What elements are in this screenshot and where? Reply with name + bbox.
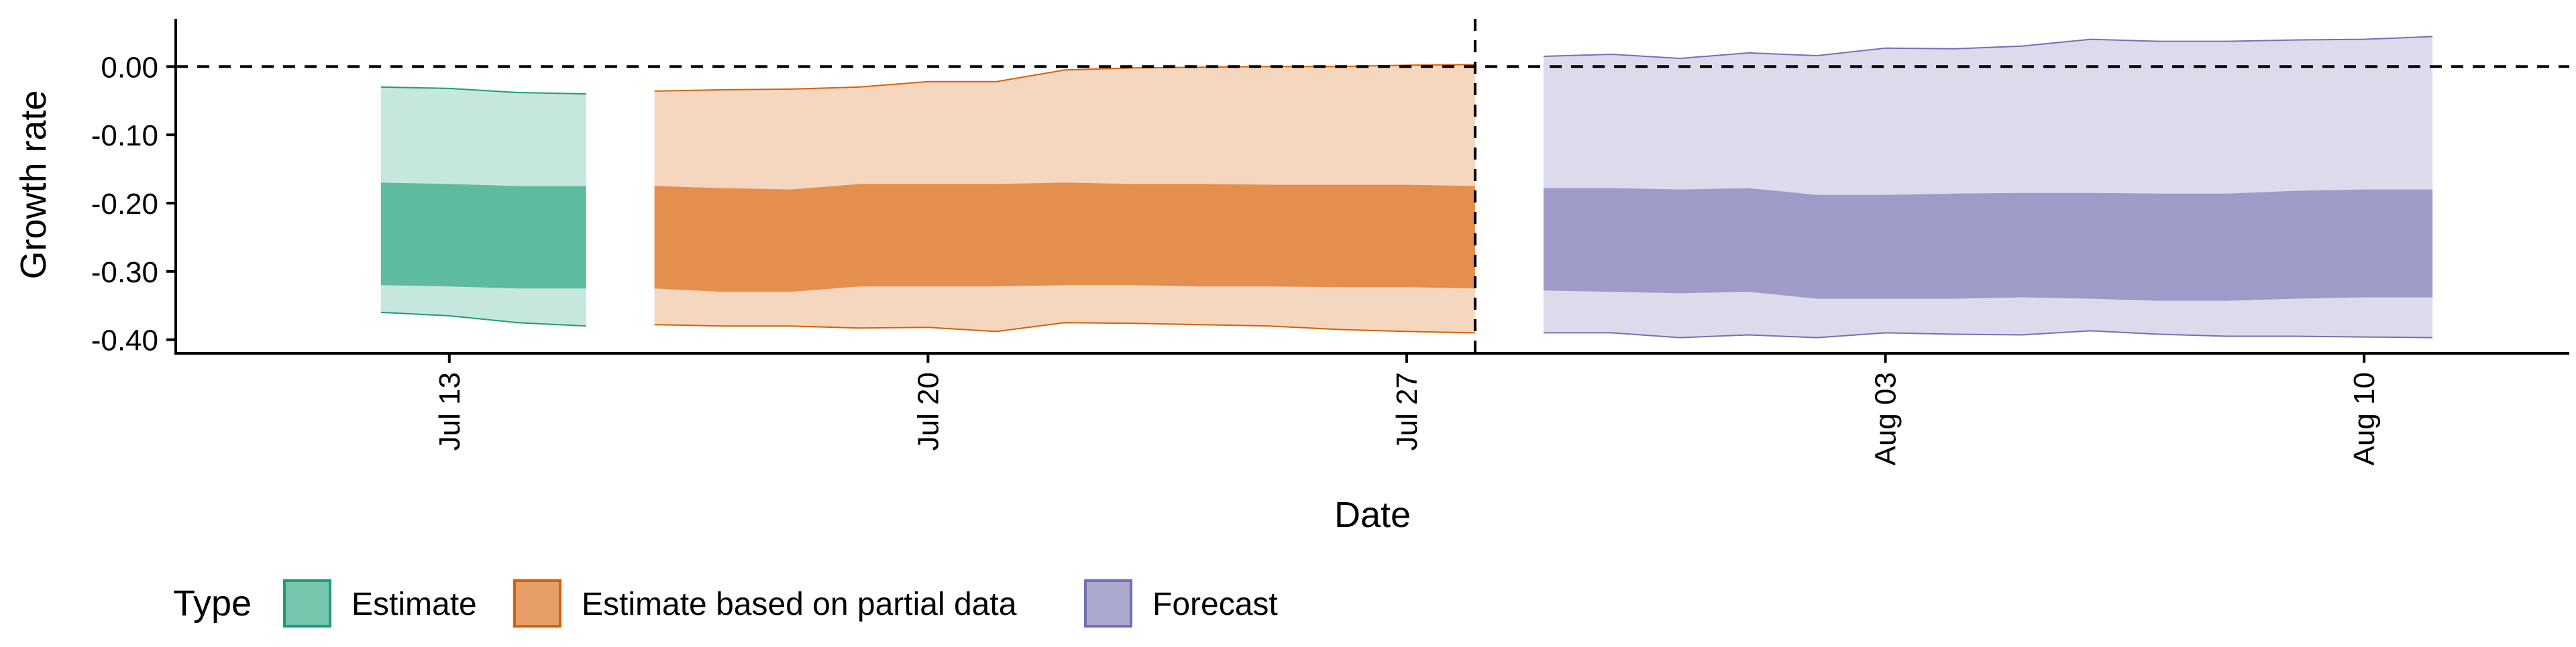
legend-label-estimate-based-on-partial-data: Estimate based on partial data	[582, 587, 1017, 622]
x-tick-label: Aug 10	[2348, 372, 2381, 465]
legend-label-forecast: Forecast	[1152, 587, 1278, 622]
y-ticks: 0.00 -0.10 -0.20 -0.30 -0.40	[91, 51, 176, 357]
y-tick-label: 0.00	[101, 51, 158, 84]
x-tick-label: Jul 27	[1391, 372, 1424, 451]
legend-key-estimate-based-on-partial-data	[513, 579, 561, 628]
legend-items: Estimate Estimate based on partial data Fo…	[283, 579, 1278, 628]
legend: Type Estimate Estimate based on partial d…	[173, 579, 1278, 628]
forecast-band-50	[1543, 188, 2433, 301]
y-axis-label: Growth rate	[13, 90, 54, 279]
estimate-band-90-lower-edge	[380, 311, 586, 327]
axes-layer: 0.00-0.10-0.20-0.30-0.40 Jul 13 Jul 20 Jul…	[91, 19, 2569, 465]
x-ticks: Jul 13 Jul 20 Jul 27 Aug 03 Aug 10	[433, 353, 2381, 465]
x-tick-label: Aug 03	[1870, 372, 1902, 465]
estimate-band-90-upper-edge	[380, 86, 586, 95]
y-tick-label: -0.10	[91, 119, 158, 152]
legend-key-estimate	[283, 579, 331, 628]
x-axis-label: Date	[1334, 495, 1411, 535]
estimate-band-50	[380, 182, 586, 289]
forecast-band-90-lower-edge	[1543, 330, 2433, 339]
estimate-based-on-partial-data-band-90-lower-edge	[654, 322, 1475, 334]
estimate-based-on-partial-data-band-50	[654, 182, 1475, 292]
bands-layer	[380, 36, 2433, 339]
y-tick-label: -0.30	[91, 256, 158, 289]
legend-title: Type	[173, 583, 252, 624]
y-tick-label: -0.20	[91, 188, 158, 221]
x-tick-label: Jul 13	[433, 372, 466, 451]
legend-key-forecast	[1084, 579, 1132, 628]
y-tick-label: -0.40	[91, 325, 158, 357]
legend-label-estimate: Estimate	[352, 587, 477, 622]
forecast-band-90-upper-edge	[1543, 36, 2433, 60]
x-tick-label: Jul 20	[912, 372, 945, 451]
